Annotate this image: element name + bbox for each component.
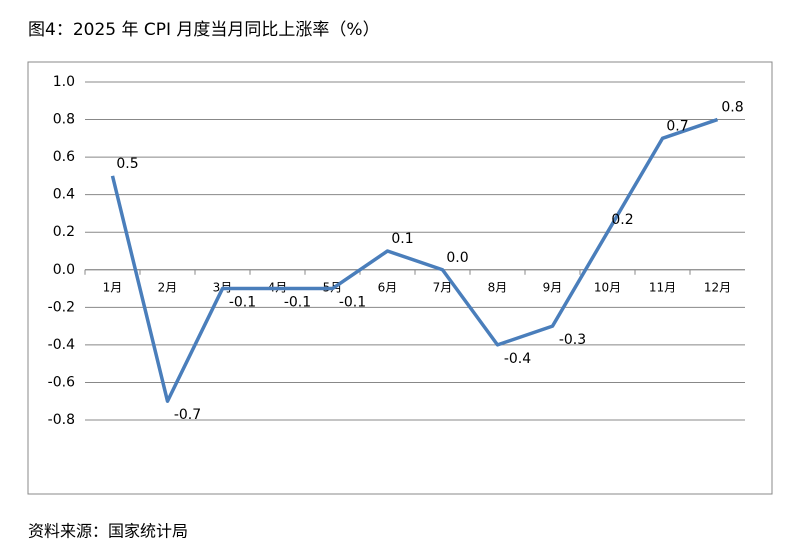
x-tick-label: 9月	[543, 280, 563, 294]
data-label: -0.1	[284, 295, 311, 311]
data-label: -0.7	[174, 407, 201, 423]
y-tick-label: 0.4	[53, 187, 75, 203]
y-tick-label: 0.2	[53, 224, 75, 240]
chart-frame	[27, 61, 773, 495]
x-tick-label: 12月	[704, 280, 731, 294]
y-tick-label: 0.0	[53, 262, 75, 278]
y-tick-label: -0.8	[48, 412, 75, 428]
y-tick-label: 0.8	[53, 112, 75, 128]
data-line	[110, 117, 719, 403]
x-tick-label: 7月	[433, 280, 453, 294]
y-tick-label: 0.6	[53, 149, 75, 165]
y-tick-label: -0.6	[48, 374, 75, 390]
data-label: -0.1	[229, 295, 256, 311]
y-tick-label: -0.2	[48, 299, 75, 315]
chart-title: 图4：2025 年 CPI 月度当月同比上涨率（%）	[28, 20, 380, 40]
data-label: 0.7	[666, 118, 688, 134]
data-label: 0.1	[391, 231, 413, 247]
data-label: 0.5	[116, 156, 138, 172]
x-tick-label: 8月	[488, 280, 508, 294]
data-label: -0.1	[339, 295, 366, 311]
x-tick-label: 6月	[378, 280, 398, 294]
x-tick-label: 10月	[594, 280, 621, 294]
data-label: 0.8	[721, 100, 743, 116]
x-tick-label: 2月	[158, 280, 178, 294]
y-tick-label: -0.4	[48, 337, 75, 353]
data-label: 0.0	[446, 250, 468, 266]
x-tick-label: 1月	[103, 280, 123, 294]
data-label: -0.3	[559, 332, 586, 348]
x-tick-label: 11月	[649, 280, 676, 294]
data-label: 0.2	[611, 212, 633, 228]
data-label: -0.4	[504, 351, 531, 367]
y-tick-label: 1.0	[53, 74, 75, 90]
source: 资料来源：国家统计局	[28, 522, 188, 541]
